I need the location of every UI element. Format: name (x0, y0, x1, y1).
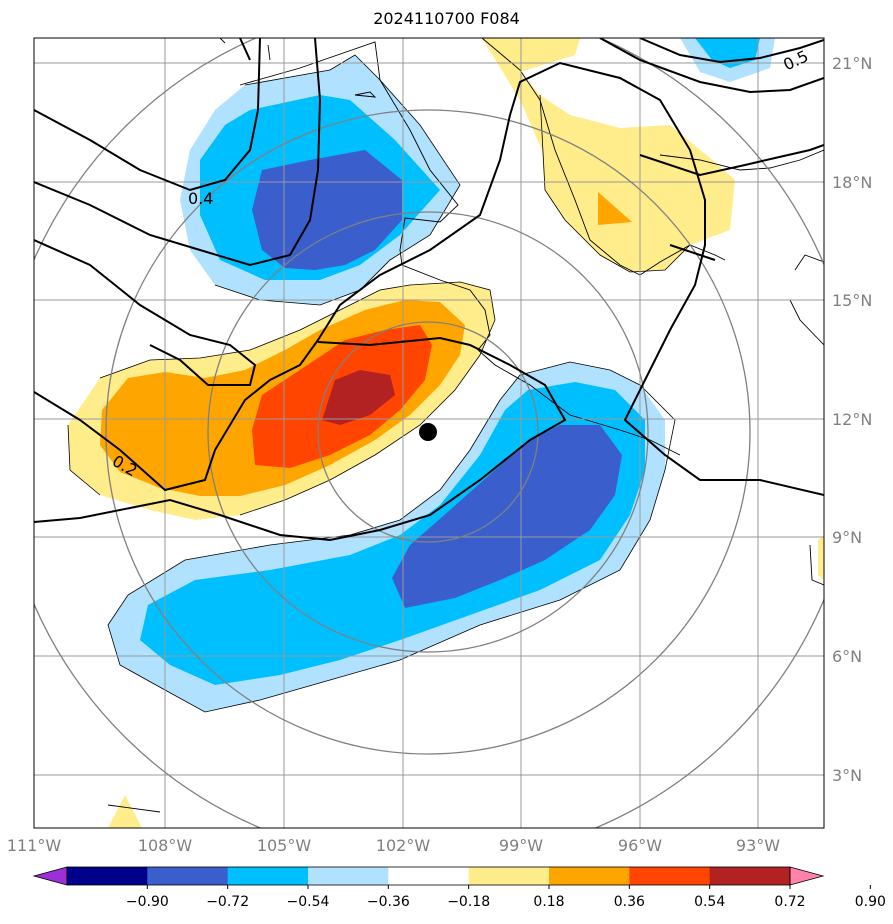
lat-tick-label: 21°N (832, 54, 872, 73)
lat-tick-label: 18°N (832, 173, 872, 192)
lat-tick-label: 12°N (832, 410, 872, 429)
colorbar: −0.90 −0.72 −0.54 −0.36 −0.18 0.18 0.36 0.54 0.7… (32, 866, 886, 910)
colorbar-tick-label: −0.72 (206, 894, 249, 910)
lat-tick-label: 3°N (832, 766, 862, 785)
colorbar-extend-low (32, 866, 68, 886)
colorbar-tick-label: −0.18 (447, 894, 490, 910)
colorbar-tick-label: 0.72 (774, 894, 805, 910)
positive-anomaly-east-edge (818, 535, 824, 580)
colorbar-segment (468, 867, 550, 885)
contour-lines (34, 38, 824, 542)
colorbar-tick-label: 0.36 (614, 894, 645, 910)
colorbar-segment (147, 867, 229, 885)
colorbar-tick-label: 0.18 (533, 894, 564, 910)
colorbar-frame (66, 866, 791, 886)
map-frame (33, 37, 825, 829)
graticule (34, 38, 824, 828)
map-title: 2024110700 F084 (373, 9, 520, 28)
contour-label-0-5: 0.5 (780, 46, 811, 74)
colorbar-segment (67, 867, 148, 885)
positive-anomaly-northeast (482, 38, 735, 272)
colorbar-segment (388, 867, 470, 885)
lon-tick-label: 99°W (499, 836, 543, 855)
positive-anomaly-central (68, 282, 495, 520)
lon-tick-label: 108°W (138, 836, 193, 855)
lat-tick-label: 15°N (832, 291, 872, 310)
colorbar-tick-label: −0.36 (367, 894, 410, 910)
colorbar-tick-label: −0.54 (287, 894, 330, 910)
lat-tick-label: 6°N (832, 647, 862, 666)
lat-tick-label: 9°N (832, 528, 862, 547)
colorbar-tick-label: −0.90 (126, 894, 169, 910)
lon-tick-label: 111°W (7, 836, 62, 855)
lon-tick-label: 105°W (257, 836, 312, 855)
anomaly-outlines (67, 54, 691, 713)
positive-anomaly-south-edge (108, 795, 142, 828)
range-rings (34, 38, 824, 828)
storm-center-marker (419, 423, 437, 441)
lon-tick-label: 96°W (618, 836, 662, 855)
contour-label-0-4: 0.4 (188, 189, 213, 208)
longitude-tick-labels: 111°W 108°W 105°W 102°W 99°W 96°W 93°W (7, 836, 780, 855)
colorbar-segment (308, 867, 389, 885)
colorbar-tick-label: 0.90 (855, 894, 886, 910)
latitude-tick-labels: 21°N 18°N 15°N 12°N 9°N 6°N 3°N (832, 54, 872, 785)
lon-tick-label: 93°W (736, 836, 780, 855)
coastline (107, 38, 824, 813)
colorbar-tick-label: 0.54 (694, 894, 725, 910)
colorbar-segment (629, 867, 711, 885)
lon-tick-label: 102°W (376, 836, 431, 855)
colorbar-segment (227, 867, 309, 885)
negative-anomaly-north (180, 55, 460, 305)
map-plot-area: 0.4 0.2 0.5 (34, 38, 824, 828)
colorbar-segment (709, 867, 791, 885)
colorbar-extend-high (789, 866, 825, 886)
colorbar-segment (549, 867, 630, 885)
